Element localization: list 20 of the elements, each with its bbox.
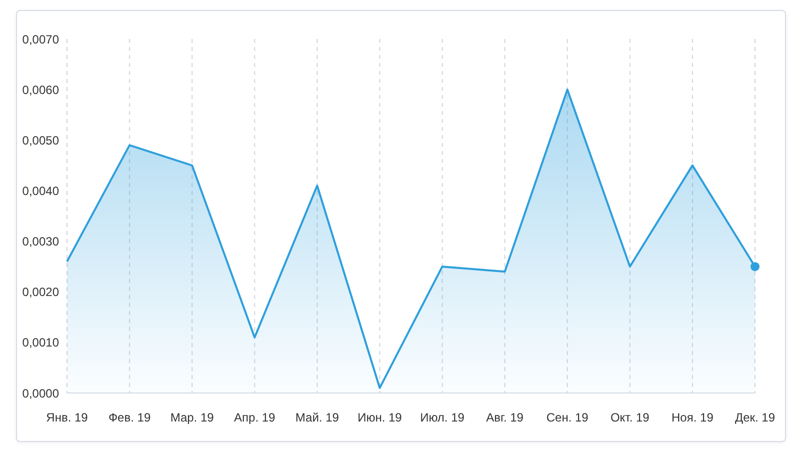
- y-tick-label: 0,0050: [22, 133, 60, 148]
- x-tick-label: Апр. 19: [234, 410, 276, 425]
- y-tick-label: 0,0070: [22, 32, 60, 46]
- y-tick-label: 0,0010: [22, 336, 60, 350]
- y-tick-label: 0,0030: [22, 234, 60, 249]
- x-tick-label: Мар. 19: [170, 410, 214, 425]
- y-tick-label: 0,0060: [22, 82, 60, 97]
- x-tick-label: Ноя. 19: [672, 410, 714, 425]
- x-tick-label: Сен. 19: [546, 410, 589, 425]
- x-tick-label: Фев. 19: [108, 410, 151, 425]
- y-tick-label: 0,0040: [22, 184, 60, 198]
- x-tick-label: Авг. 19: [486, 410, 524, 425]
- x-tick-label: Июл. 19: [420, 410, 465, 425]
- y-tick-label: 0,0000: [22, 386, 60, 400]
- x-tick-label: Дек. 19: [734, 410, 776, 425]
- x-tick-label: Янв. 19: [46, 410, 88, 425]
- x-tick-label: Окт. 19: [610, 410, 650, 425]
- x-tick-label: Май. 19: [295, 410, 340, 425]
- x-tick-label: Июн. 19: [358, 410, 402, 425]
- y-tick-label: 0,0020: [22, 285, 60, 300]
